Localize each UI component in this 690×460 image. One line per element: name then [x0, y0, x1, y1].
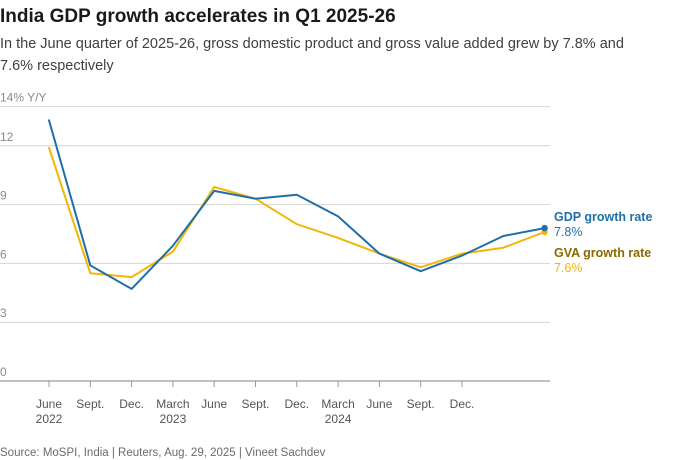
x-tick-label: Dec. — [450, 397, 475, 411]
gridlines — [0, 106, 550, 382]
gdp-series-value-label: 7.8% — [554, 225, 583, 239]
x-tick-label: Sept. — [76, 397, 104, 411]
x-tick-label: Sept. — [241, 397, 269, 411]
y-axis-ticks: 14% Y/Y 12 9 6 3 0 — [0, 91, 46, 379]
x-tick-label: 2024 — [325, 412, 352, 426]
y-tick-label: 14% Y/Y — [0, 91, 46, 105]
x-tick-label: March — [321, 397, 354, 411]
y-tick-label: 3 — [0, 306, 7, 320]
gva-series-value-label: 7.6% — [554, 261, 583, 275]
x-tick-label: Sept. — [407, 397, 435, 411]
y-tick-label: 12 — [0, 130, 14, 144]
y-tick-label: 9 — [0, 189, 7, 203]
y-tick-label: 0 — [0, 365, 7, 379]
gva-series-line — [48, 146, 546, 279]
x-tick-label: June — [201, 397, 227, 411]
gdp-series-line — [48, 119, 546, 290]
x-tick-label: March — [156, 397, 189, 411]
chart-subtitle-line-2: 7.6% respectively — [0, 58, 114, 74]
chart-subtitle-line-1: In the June quarter of 2025-26, gross do… — [0, 36, 624, 52]
y-tick-label: 6 — [0, 247, 7, 261]
gdp-series-name-label: GDP growth rate — [554, 210, 652, 224]
x-tick-label: 2023 — [160, 412, 187, 426]
source-note: Source: MoSPI, India | Reuters, Aug. 29,… — [0, 447, 326, 459]
x-tick-label: June — [36, 397, 62, 411]
x-tick-label: 2022 — [36, 412, 63, 426]
x-tick-label: June — [366, 397, 392, 411]
gva-series-name-label: GVA growth rate — [554, 246, 651, 260]
gdp-end-point — [541, 224, 548, 232]
chart-title: India GDP growth accelerates in Q1 2025-… — [0, 6, 396, 27]
series-lines — [48, 119, 548, 290]
x-tick-label: Dec. — [284, 397, 309, 411]
x-tick-label: Dec. — [119, 397, 144, 411]
